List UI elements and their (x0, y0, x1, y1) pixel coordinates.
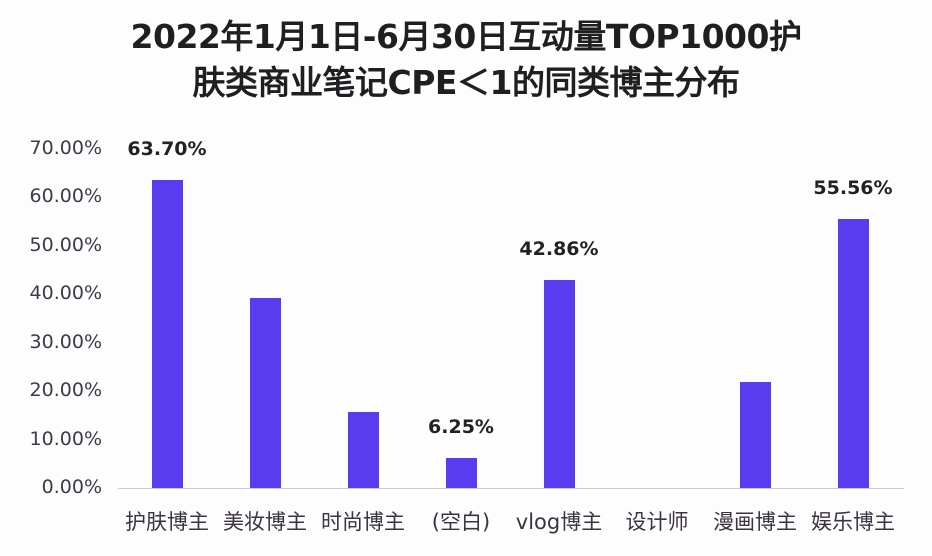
bar (739, 381, 771, 488)
y-tick-label: 40.00% (29, 282, 102, 305)
x-tick-label: vlog博主 (515, 510, 603, 534)
y-tick-label: 30.00% (29, 330, 102, 353)
x-tick-label: 护肤博主 (125, 510, 209, 534)
chart-title-line-1: 2022年1月1日-6月30日互动量TOP1000护 (130, 17, 802, 56)
x-tick-label: 时尚博主 (321, 510, 405, 534)
y-tick-label: 50.00% (29, 233, 102, 256)
x-tick-label: 娱乐博主 (811, 510, 895, 534)
x-tick-label: 漫画博主 (713, 510, 797, 534)
y-tick-label: 10.00% (29, 427, 102, 450)
bar (249, 297, 281, 488)
x-tick-label: 设计师 (625, 510, 689, 534)
chart-title: 2022年1月1日-6月30日互动量TOP1000护 肤类商业笔记CPE＜1的同… (0, 14, 932, 106)
y-tick-label: 20.00% (29, 379, 102, 402)
bar (837, 218, 869, 488)
x-tick-label: (空白) (431, 510, 491, 534)
bar (445, 457, 477, 488)
chart-title-line-2: 肤类商业笔记CPE＜1的同类博主分布 (192, 63, 740, 102)
bar (543, 280, 575, 488)
bar (151, 179, 183, 488)
data-label: 63.70% (127, 137, 207, 160)
y-tick-label: 70.00% (29, 137, 102, 159)
y-tick-label: 0.00% (41, 476, 102, 498)
data-label: 55.56% (813, 176, 893, 199)
data-label: 42.86% (519, 238, 599, 261)
bar (347, 411, 379, 488)
x-tick-label: 美妆博主 (223, 510, 307, 534)
data-label: 6.25% (428, 415, 494, 438)
y-tick-label: 60.00% (29, 185, 102, 208)
x-axis-line (118, 488, 904, 489)
